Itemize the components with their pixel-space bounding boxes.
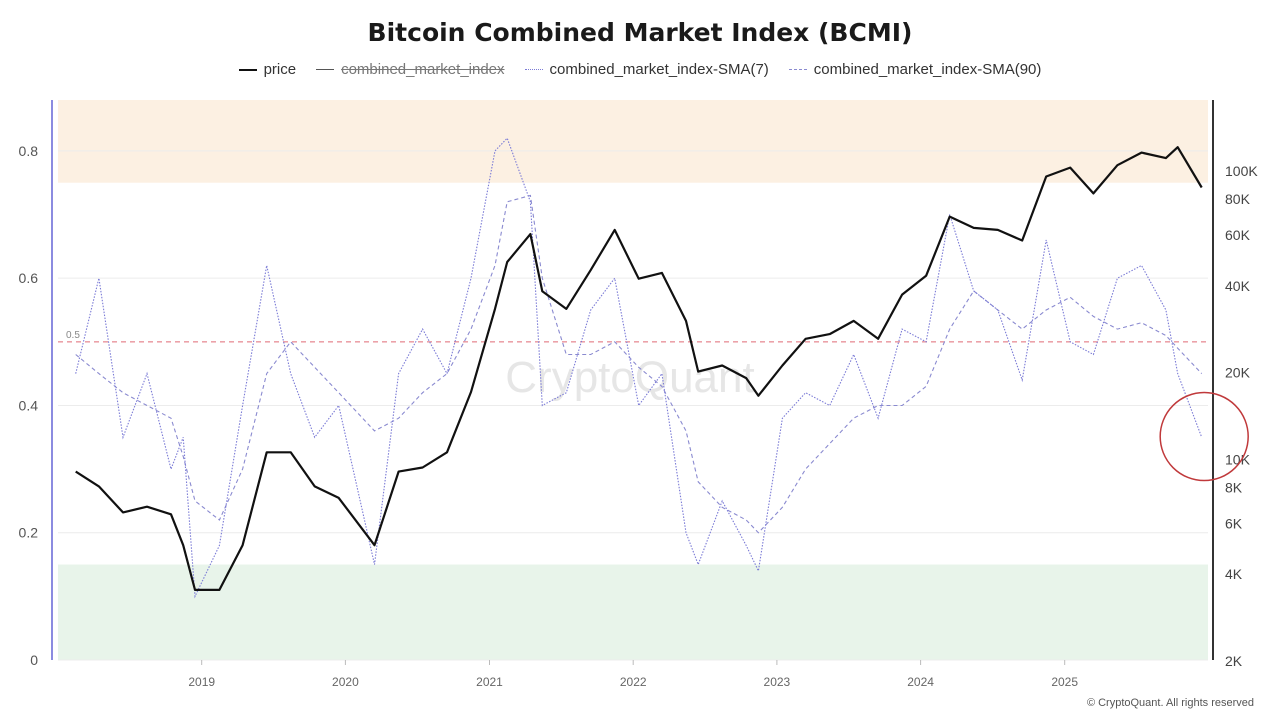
watermark: CryptoQuant [505,353,754,402]
legend-swatch-price [238,68,257,71]
y-left-tick-label: 0.6 [19,270,39,286]
y-right-tick-label: 2K [1225,653,1243,669]
x-tick-label: 2020 [332,675,359,689]
annotation-circle [1159,391,1249,482]
reference-line-label: 0.5 [66,330,80,341]
x-tick-label: 2019 [188,675,215,689]
y-right-tick-label: 80K [1225,191,1251,207]
x-tick-label: 2024 [907,675,934,689]
zone-undervalued [58,564,1208,660]
y-left-tick-label: 0 [30,652,38,668]
y-left-tick-label: 0.2 [19,525,39,541]
x-tick-label: 2021 [476,675,503,689]
zone-overheated [58,100,1208,183]
y-left-tick-label: 0.4 [19,397,39,413]
copyright-credit: © CryptoQuant. All rights reserved [1086,697,1254,709]
y-right-tick-label: 40K [1225,278,1251,294]
legend-swatch-sma7 [524,69,543,70]
x-tick-label: 2025 [1051,675,1078,689]
y-right-tick-label: 60K [1225,227,1251,243]
y-left-tick-label: 0.8 [19,143,39,159]
chart-title: Bitcoin Combined Market Index (BCMI) [367,18,913,47]
y-right-tick-label: 8K [1225,479,1243,495]
legend-label-cmi: combined_market_index [341,61,505,78]
legend-item-price[interactable]: price [238,61,297,78]
series-line-sma90 [75,194,1203,534]
x-tick-label: 2022 [620,675,647,689]
y-right-tick-label: 100K [1225,163,1258,179]
legend-label-price: price [263,61,297,78]
y-right-tick-label: 4K [1225,566,1243,582]
legend-swatch-sma90 [788,69,807,70]
legend-swatch-cmi [316,69,335,70]
y-right-tick-label: 20K [1225,365,1251,381]
y-right-tick-label: 6K [1225,515,1243,531]
legend-label-sma7: combined_market_index-SMA(7) [549,61,769,78]
legend-item-sma7[interactable]: combined_market_index-SMA(7) [524,61,769,78]
x-tick-label: 2023 [764,675,791,689]
legend-item-cmi[interactable]: combined_market_index [316,61,505,78]
legend-item-sma90[interactable]: combined_market_index-SMA(90) [788,61,1042,78]
series-line-sma7 [75,137,1203,599]
series-line-price [75,146,1203,592]
legend-label-sma90: combined_market_index-SMA(90) [813,61,1042,78]
chart-legend: price combined_market_index combined_mar… [0,61,1280,78]
